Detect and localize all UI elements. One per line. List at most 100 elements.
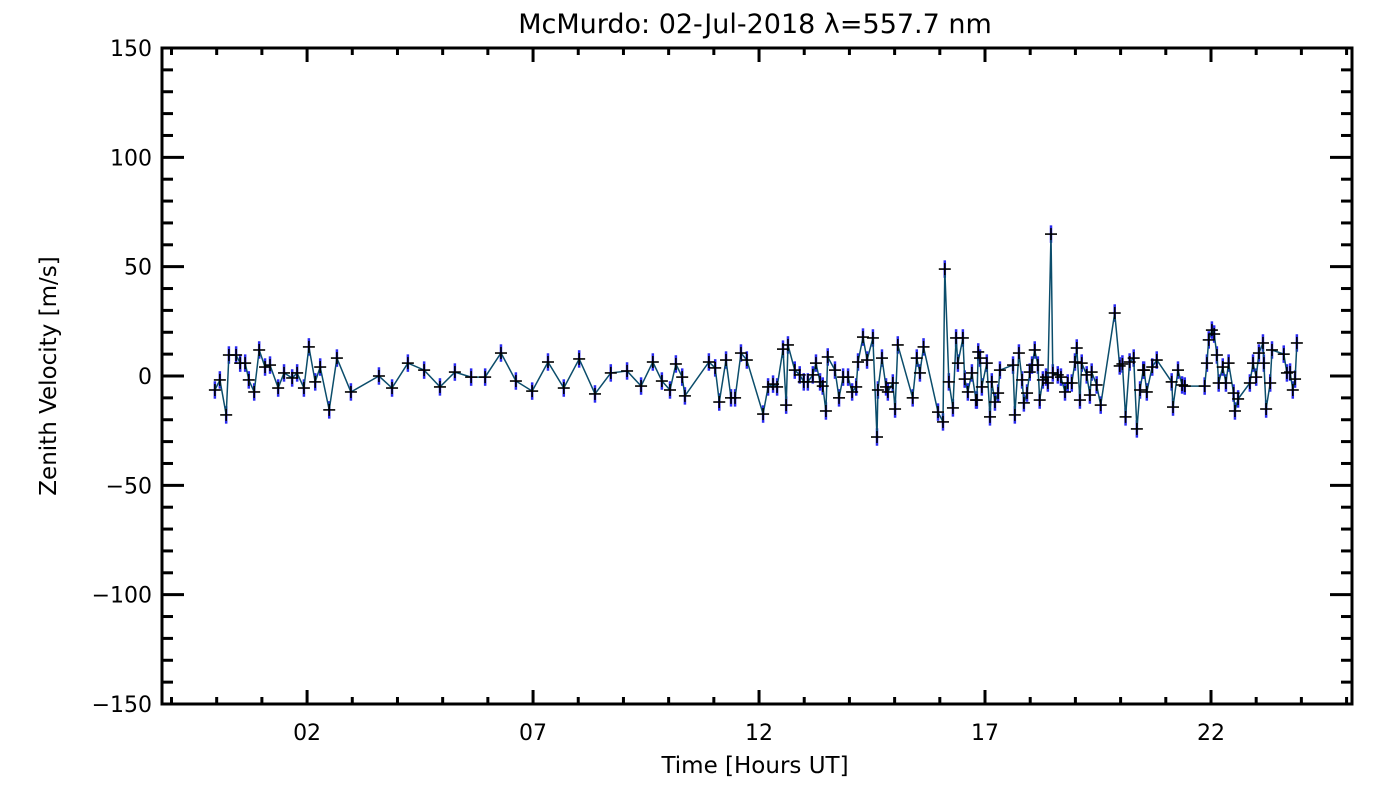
x-tick-label: 17 <box>971 721 999 746</box>
data-point-marker <box>1260 403 1273 416</box>
data-point-marker <box>875 352 888 365</box>
data-point-marker <box>932 406 945 419</box>
data-point-marker <box>1257 357 1270 370</box>
data-point-marker <box>248 385 261 398</box>
data-point-marker <box>1059 385 1072 398</box>
data-point-marker <box>870 431 883 444</box>
data-point-marker <box>220 408 233 421</box>
data-point-marker <box>1127 352 1140 365</box>
data-point-marker <box>213 373 226 386</box>
data-point-marker <box>819 404 832 417</box>
data-point-marker <box>1243 376 1256 389</box>
data-point-marker <box>1286 383 1299 396</box>
data-point-marker <box>891 338 904 351</box>
data-point-marker <box>1036 373 1049 386</box>
data-point-marker <box>906 391 919 404</box>
data-point-marker <box>861 354 874 367</box>
data-point-marker <box>1008 408 1021 421</box>
data-point-marker <box>1119 410 1132 423</box>
data-point-marker <box>573 352 586 365</box>
data-point-marker <box>663 383 676 396</box>
data-point-marker <box>242 373 255 386</box>
data-point-marker <box>850 380 863 393</box>
y-tick-label: −150 <box>92 693 152 718</box>
data-point-marker <box>1176 378 1189 391</box>
data-point-marker <box>1040 371 1053 384</box>
data-point-marker <box>1113 359 1126 372</box>
data-point-marker <box>793 368 806 381</box>
data-point-marker <box>1090 378 1103 391</box>
axis-ticks <box>162 46 1352 706</box>
data-point-marker <box>401 357 414 370</box>
data-point-marker <box>993 364 1006 377</box>
data-point-marker <box>541 356 554 369</box>
data-point-marker <box>646 356 659 369</box>
data-point-marker <box>1016 373 1029 386</box>
data-point-marker <box>1051 368 1064 381</box>
data-point-marker <box>780 399 793 412</box>
data-point-marker <box>1021 387 1034 400</box>
data-point-marker <box>1284 366 1297 379</box>
data-point-marker <box>856 331 869 344</box>
data-point-marker <box>1017 396 1030 409</box>
data-point-marker <box>1210 349 1223 362</box>
data-point-marker <box>936 415 949 428</box>
data-point-marker <box>771 380 784 393</box>
y-tick-label: 0 <box>138 365 152 390</box>
data-point-marker <box>852 356 865 369</box>
data-point-marker <box>880 380 893 393</box>
chart-title: McMurdo: 02-Jul-2018 λ=557.7 nm <box>518 9 992 40</box>
data-point-marker <box>669 357 682 370</box>
data-point-marker <box>702 356 715 369</box>
data-point-marker <box>974 352 987 365</box>
data-point-marker <box>678 389 691 402</box>
data-point-marker <box>816 380 829 393</box>
data-point-marker <box>272 382 285 395</box>
data-point-marker <box>910 352 923 365</box>
data-point-marker <box>1130 422 1143 435</box>
data-point-marker <box>1085 366 1098 379</box>
y-axis-label: Zenith Velocity [m/s] <box>36 256 62 495</box>
data-point-marker <box>866 331 879 344</box>
data-point-marker <box>734 347 747 360</box>
data-point-marker <box>230 349 243 362</box>
data-point-marker <box>1208 328 1221 341</box>
data-point-marker <box>833 391 846 404</box>
data-point-marker <box>259 361 272 374</box>
x-tick-label: 02 <box>293 721 321 746</box>
data-point-marker <box>635 380 648 393</box>
data-point-marker <box>889 403 902 416</box>
data-point-marker <box>1198 380 1211 393</box>
data-point-marker <box>917 340 930 353</box>
data-point-marker <box>330 352 343 365</box>
data-point-marker <box>1007 359 1020 372</box>
data-point-marker <box>1289 373 1302 386</box>
data-point-marker <box>386 382 399 395</box>
data-point-marker <box>655 375 668 388</box>
data-point-marker <box>713 396 726 409</box>
data-point-marker <box>801 375 814 388</box>
data-point-marker <box>1150 354 1163 367</box>
data-point-marker <box>291 366 304 379</box>
data-point-marker <box>448 366 461 379</box>
data-point-marker <box>465 371 478 384</box>
data-point-marker <box>1277 348 1290 361</box>
data-point-marker <box>323 403 336 416</box>
data-point-marker <box>1280 366 1293 379</box>
data-point-marker <box>1068 356 1081 369</box>
data-point-marker <box>1171 364 1184 377</box>
x-tick-label: 22 <box>1197 721 1225 746</box>
data-point-marker <box>1116 357 1129 370</box>
data-point-marker <box>972 345 985 358</box>
data-point-marker <box>1138 364 1151 377</box>
data-point-marker <box>1044 228 1057 241</box>
data-point-marker <box>1070 342 1083 355</box>
data-point-marker <box>1065 376 1078 389</box>
x-axis-label: Time [Hours UT] <box>660 753 848 779</box>
y-tick-label: 50 <box>124 256 152 281</box>
data-point-marker <box>433 380 446 393</box>
data-point-marker <box>1200 357 1213 370</box>
data-point-marker <box>1228 404 1241 417</box>
data-point-marker <box>1046 366 1059 379</box>
